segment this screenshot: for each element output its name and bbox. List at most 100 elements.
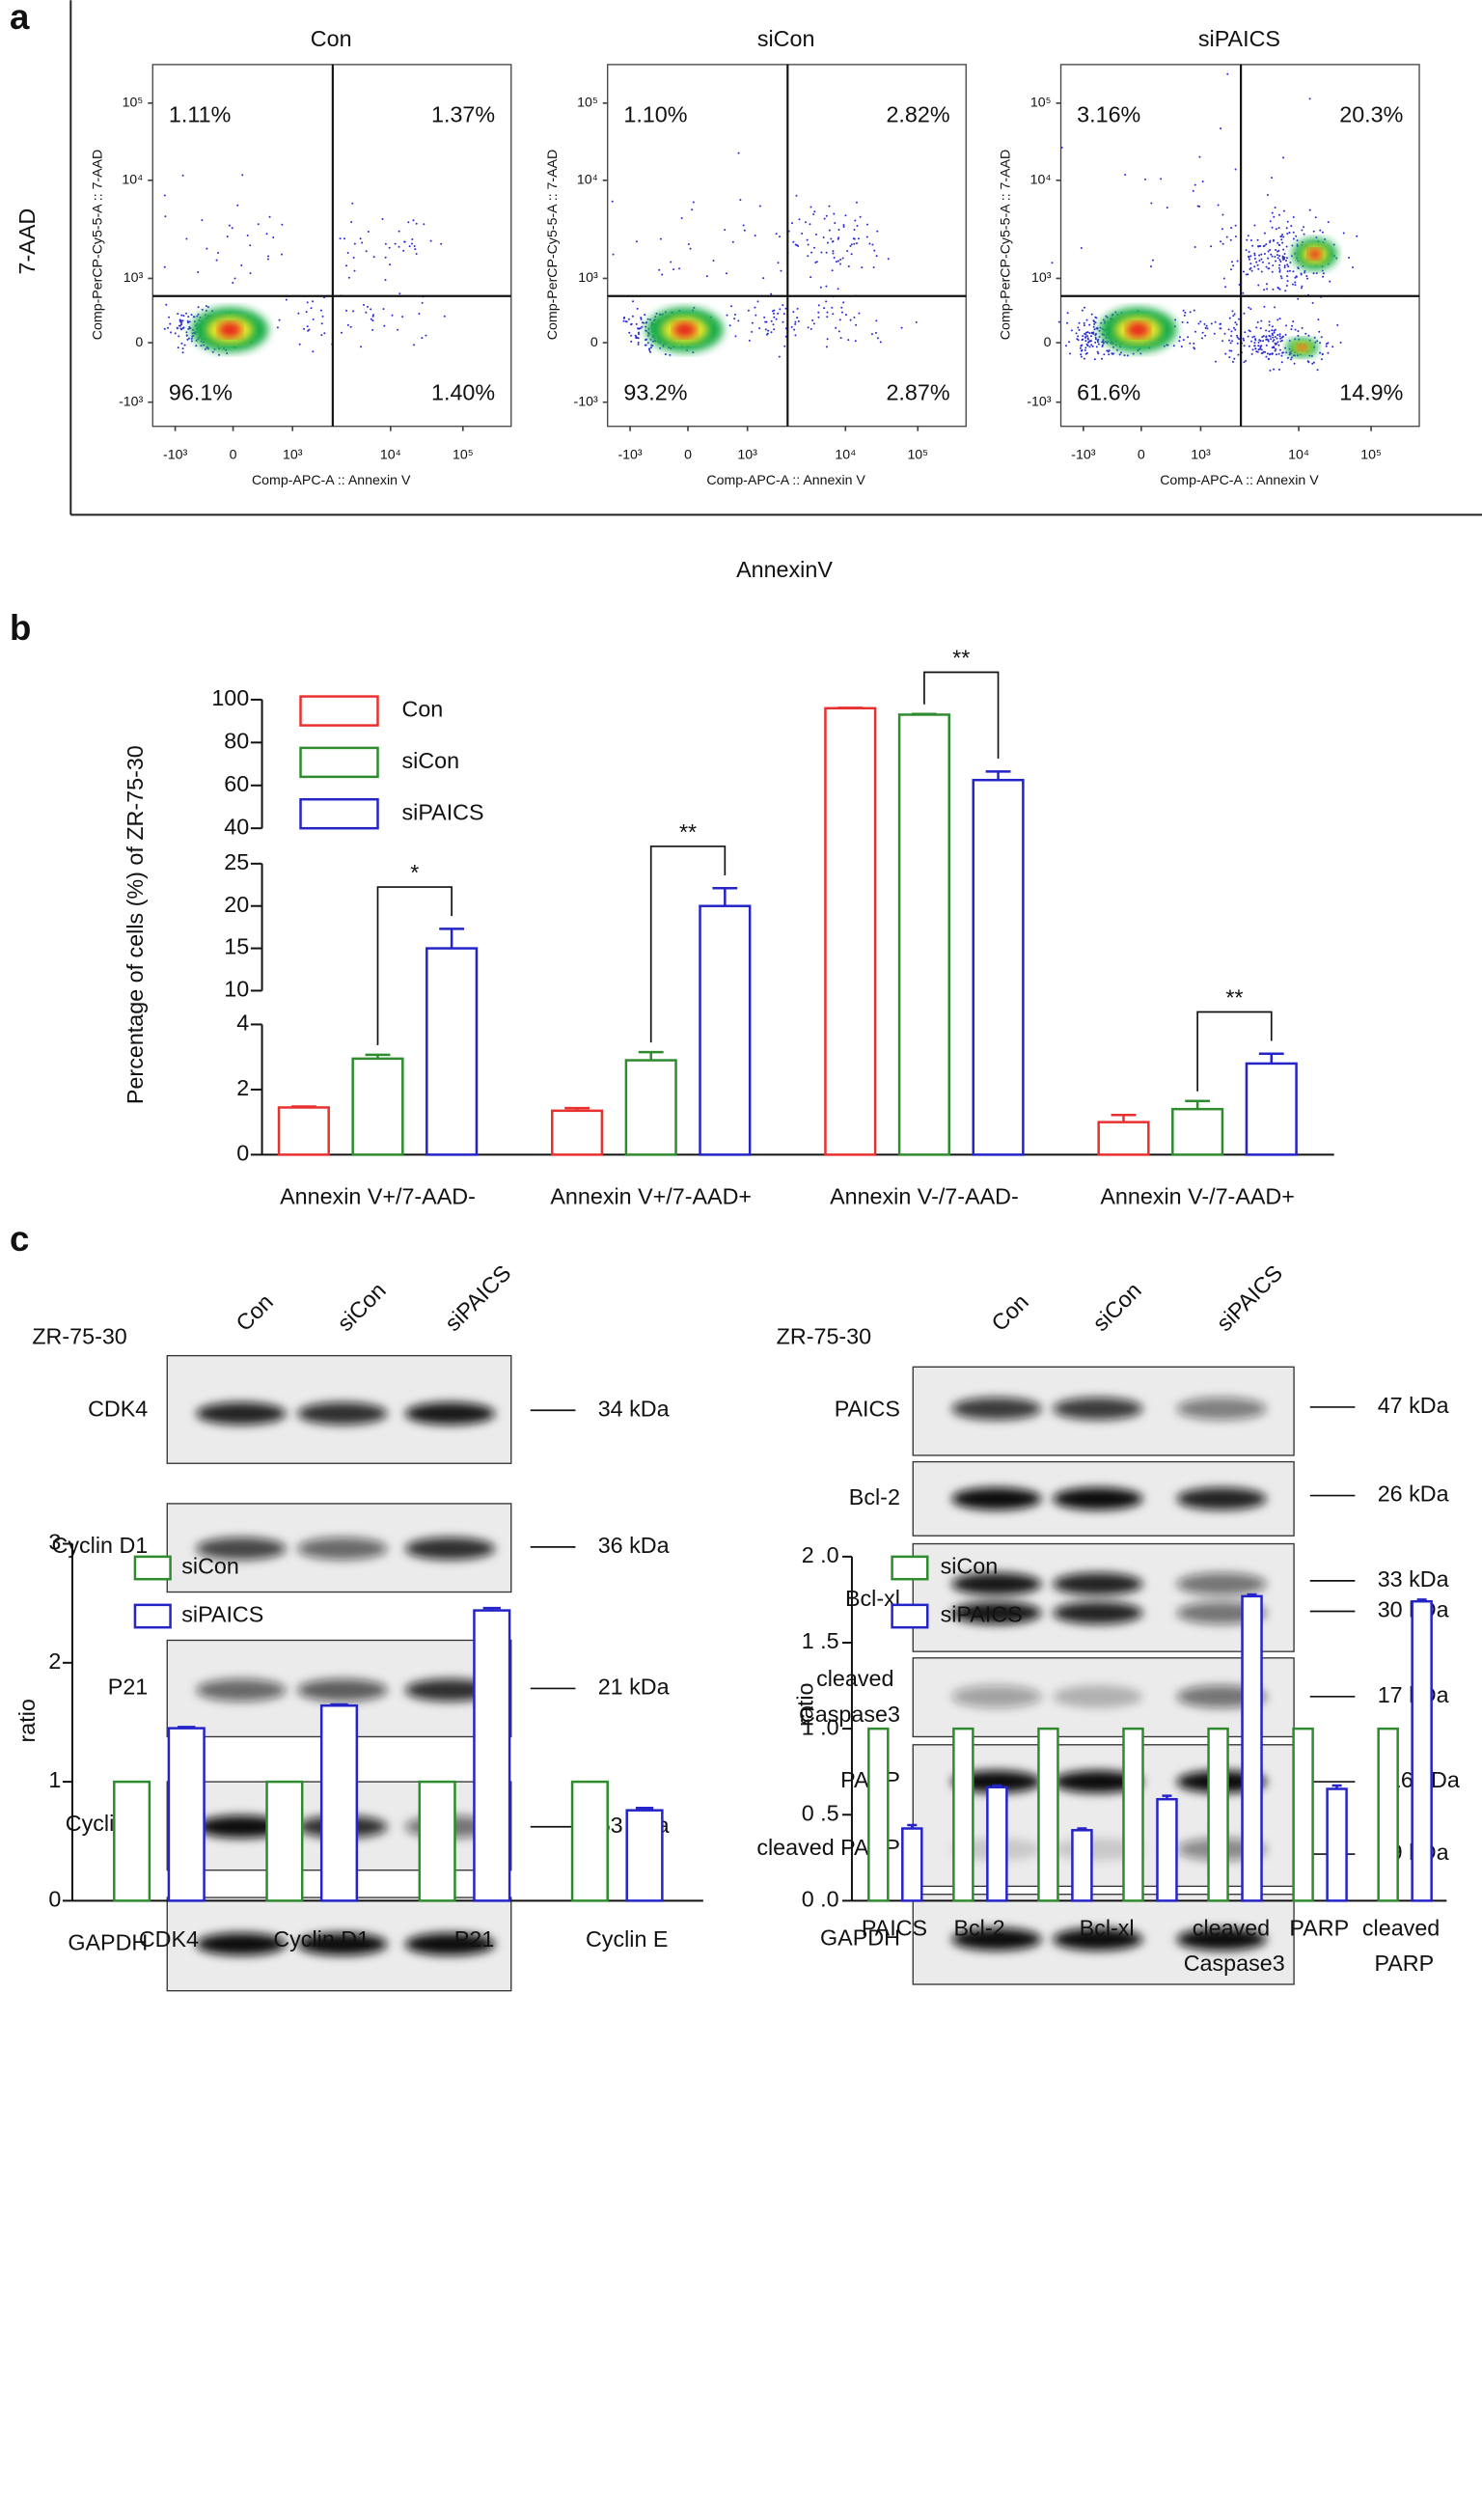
event-dot bbox=[1118, 353, 1121, 356]
event-dot bbox=[1263, 289, 1266, 291]
event-dot bbox=[1321, 231, 1324, 234]
event-dot bbox=[1300, 287, 1303, 290]
event-dot bbox=[165, 303, 168, 306]
row-label: PAICS bbox=[835, 1396, 900, 1421]
event-dot bbox=[1197, 322, 1200, 325]
event-dot bbox=[1348, 256, 1351, 259]
event-dot bbox=[1268, 330, 1271, 333]
quadrant-percent: 1.11% bbox=[169, 101, 231, 126]
event-dot bbox=[834, 222, 837, 225]
event-dot bbox=[1276, 318, 1279, 321]
event-dot bbox=[875, 319, 878, 322]
event-dot bbox=[1336, 323, 1339, 326]
event-dot bbox=[1256, 238, 1259, 241]
y-tick-label: 1 bbox=[48, 1767, 61, 1792]
event-dot bbox=[1271, 332, 1274, 335]
event-dot bbox=[1081, 348, 1084, 351]
event-dot bbox=[381, 217, 384, 220]
event-dot bbox=[632, 300, 635, 303]
event-dot bbox=[1262, 340, 1265, 343]
quadrant-percent: 1.10% bbox=[623, 101, 687, 126]
event-dot bbox=[635, 240, 638, 243]
event-dot bbox=[842, 301, 845, 304]
event-dot bbox=[870, 333, 873, 336]
blot-band bbox=[1176, 1927, 1267, 1952]
event-dot bbox=[1329, 280, 1331, 283]
event-dot bbox=[306, 325, 309, 328]
blot-band bbox=[297, 1678, 388, 1702]
event-dot bbox=[346, 251, 349, 254]
event-dot bbox=[1332, 243, 1335, 246]
event-dot bbox=[1269, 248, 1272, 251]
event-dot bbox=[1290, 225, 1293, 228]
blot-band bbox=[196, 1932, 287, 1956]
x-tick-label: 10⁵ bbox=[1360, 447, 1382, 462]
bar bbox=[901, 1827, 923, 1902]
event-dot bbox=[1249, 308, 1252, 311]
event-dot bbox=[1077, 335, 1080, 338]
event-dot bbox=[1094, 341, 1097, 344]
kda-label: 36 kDa bbox=[598, 1533, 670, 1558]
row-label: P21 bbox=[108, 1675, 148, 1700]
error-bar bbox=[638, 1050, 664, 1061]
event-dot bbox=[840, 306, 843, 309]
event-dot bbox=[1311, 301, 1314, 304]
event-dot bbox=[1183, 314, 1186, 317]
event-dot bbox=[1278, 268, 1281, 271]
legend-swatch bbox=[133, 1603, 172, 1629]
event-dot bbox=[646, 342, 649, 345]
event-dot bbox=[1321, 353, 1324, 356]
event-dot bbox=[638, 327, 641, 330]
event-dot bbox=[1247, 273, 1249, 276]
bar bbox=[1171, 1107, 1224, 1156]
event-dot bbox=[636, 307, 639, 310]
plot-y-label: Comp-PerCP-Cy5-5-A :: 7-AAD bbox=[90, 150, 105, 340]
x-axis-label: AnnexinV bbox=[736, 557, 833, 582]
event-dot bbox=[1205, 324, 1208, 327]
event-dot bbox=[691, 208, 694, 211]
y-tick-label: 0 bbox=[1044, 335, 1052, 350]
event-dot bbox=[810, 206, 812, 208]
event-dot bbox=[1123, 354, 1126, 357]
event-dot bbox=[1085, 318, 1088, 321]
event-dot bbox=[1311, 362, 1314, 365]
event-dot bbox=[833, 212, 836, 215]
legend-label: siPAICS bbox=[401, 799, 483, 824]
event-dot bbox=[1278, 318, 1281, 320]
event-dot bbox=[680, 216, 683, 219]
significance-bracket bbox=[923, 671, 1000, 760]
event-dot bbox=[1245, 273, 1248, 276]
event-dot bbox=[1265, 329, 1268, 332]
lane-label: Con bbox=[986, 1289, 1033, 1337]
event-dot bbox=[1227, 328, 1230, 331]
event-dot bbox=[812, 322, 815, 325]
event-dot bbox=[865, 235, 868, 238]
event-dot bbox=[1258, 347, 1261, 350]
event-dot bbox=[1253, 342, 1256, 345]
event-dot bbox=[1103, 353, 1106, 356]
event-dot bbox=[689, 247, 692, 250]
y-tick-label: 10⁴ bbox=[577, 173, 598, 188]
event-dot bbox=[832, 313, 835, 316]
event-dot bbox=[1201, 180, 1204, 183]
event-dot bbox=[631, 315, 634, 318]
event-dot bbox=[1315, 235, 1318, 238]
event-dot bbox=[649, 350, 652, 353]
event-dot bbox=[187, 316, 190, 318]
event-dot bbox=[794, 320, 797, 323]
event-dot bbox=[1307, 334, 1310, 337]
event-dot bbox=[1092, 325, 1095, 328]
event-dot bbox=[1166, 344, 1169, 346]
legend-swatch bbox=[133, 1555, 172, 1581]
event-dot bbox=[1276, 241, 1279, 244]
event-dot bbox=[195, 345, 198, 347]
event-dot bbox=[1261, 261, 1264, 263]
y-tick-label: 0 bbox=[48, 1887, 61, 1912]
event-dot bbox=[852, 237, 855, 240]
event-dot bbox=[833, 256, 836, 259]
event-dot bbox=[421, 337, 424, 340]
event-dot bbox=[180, 321, 183, 324]
y-tick-label: 10³ bbox=[578, 270, 598, 286]
event-dot bbox=[1160, 178, 1163, 180]
